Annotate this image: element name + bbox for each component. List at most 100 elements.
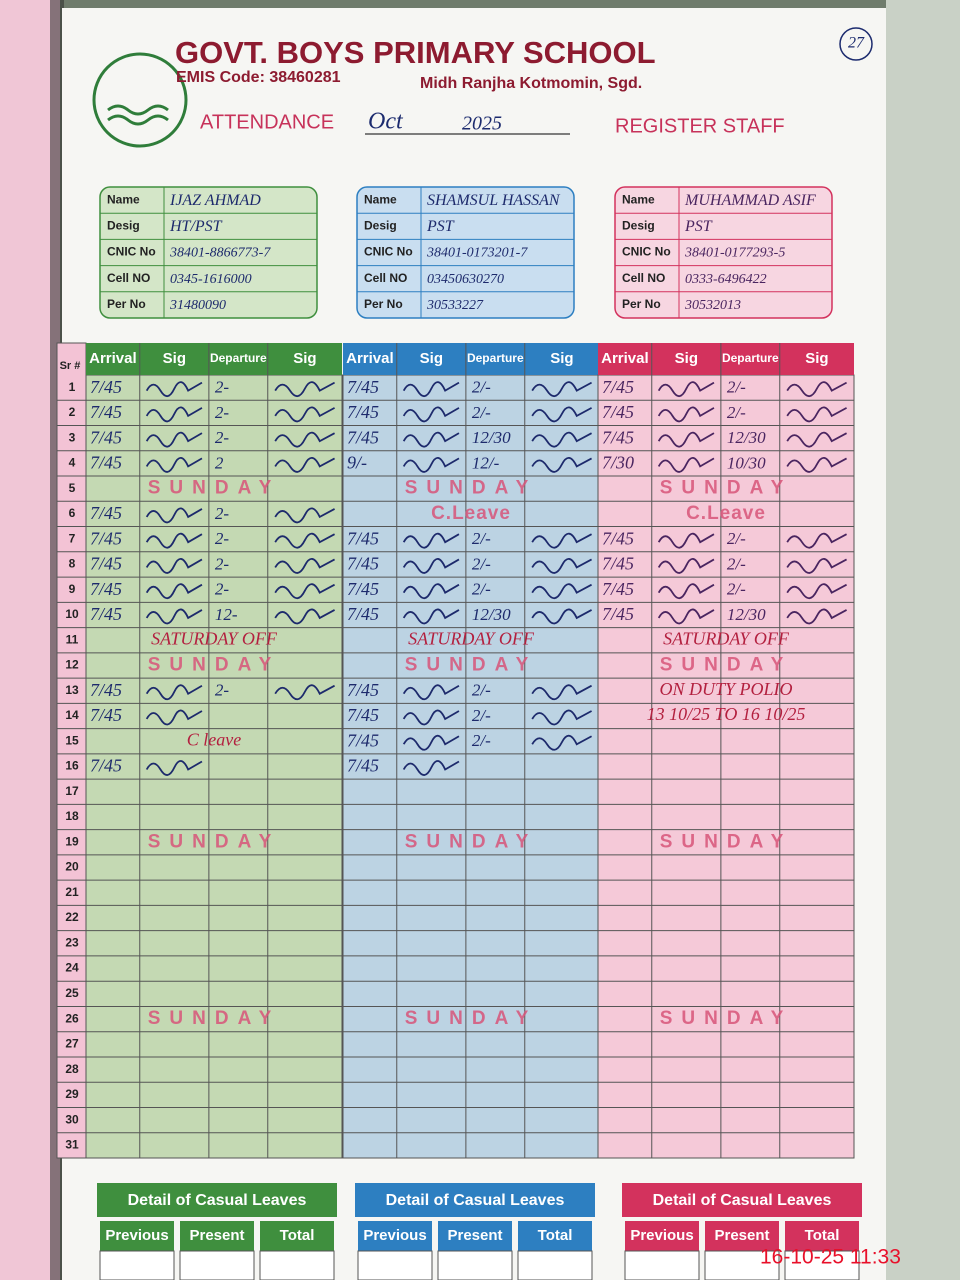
arrival-time: 7/45	[347, 705, 379, 725]
departure-time: 2/-	[472, 706, 491, 725]
casual-leave-cell	[358, 1221, 432, 1251]
casual-leave-title: Detail of Casual Leaves	[653, 1192, 832, 1209]
field-value: 30532013	[684, 298, 741, 313]
casual-leave-value-cell	[784, 1250, 860, 1280]
sr-column	[56, 342, 87, 1159]
field-label: CNIC No	[107, 245, 156, 259]
signature	[274, 381, 336, 398]
departure-time: 12/30	[727, 428, 766, 447]
serial-number: 4	[69, 456, 76, 470]
handwritten-note: 13 10/25 TO 16 10/25	[647, 704, 806, 724]
signature	[274, 558, 336, 574]
casual-leave-cell	[100, 1221, 174, 1251]
register-label: REGISTER STAFF	[615, 115, 785, 137]
serial-number: 29	[65, 1087, 79, 1101]
field-label: Name	[364, 192, 397, 206]
signature	[402, 760, 460, 776]
stamp: SUNDAY	[148, 1008, 281, 1029]
staff-card	[356, 186, 575, 319]
casual-leave-value-cell	[437, 1250, 513, 1280]
casual-leave-cell	[260, 1221, 334, 1251]
arrival-time: 7/45	[90, 756, 122, 776]
arrival-time: 7/45	[602, 402, 634, 422]
stamp: SUNDAY	[405, 831, 538, 852]
signature	[274, 507, 336, 524]
stamp: SUNDAY	[405, 478, 538, 499]
year: 2025	[462, 113, 502, 135]
serial-number: 6	[69, 506, 76, 520]
column-header: Departure	[722, 351, 779, 365]
signature	[145, 684, 203, 701]
field-value: PST	[684, 218, 713, 235]
serial-number: 30	[65, 1112, 79, 1126]
arrival-time: 7/45	[347, 528, 379, 548]
arrival-time: 7/45	[347, 377, 379, 397]
arrival-time: 7/45	[347, 579, 379, 599]
field-value: 0345-1616000	[170, 272, 252, 287]
signature	[274, 583, 336, 600]
field-label: CNIC No	[364, 245, 413, 259]
signature	[786, 532, 848, 549]
arrival-time: 7/30	[602, 453, 634, 473]
signature	[657, 532, 715, 549]
location: Midh Ranjha Kotmomin, Sgd.	[420, 75, 642, 92]
serial-number: 17	[65, 784, 79, 798]
serial-number: 12	[65, 658, 79, 672]
serial-number: 10	[65, 607, 79, 621]
signature	[531, 532, 593, 549]
signature	[145, 381, 203, 398]
signature	[402, 709, 460, 726]
field-label: Cell NO	[622, 271, 665, 285]
arrival-time: 7/45	[602, 427, 634, 447]
column-header: Sig	[550, 350, 573, 367]
field-label: CNIC No	[622, 245, 671, 259]
column-header: Arrival	[346, 350, 394, 367]
signature	[657, 457, 715, 473]
casual-leave-cell	[518, 1221, 592, 1251]
serial-number: 7	[69, 531, 76, 545]
departure-time: 12/30	[727, 605, 766, 624]
field-label: Cell NO	[364, 271, 407, 285]
departure-time: 2-	[215, 580, 230, 599]
signature	[274, 684, 336, 701]
departure-time: 12-	[215, 605, 238, 624]
arrival-time: 7/45	[347, 604, 379, 624]
column-header: Departure	[210, 351, 267, 365]
handwritten-note: SATURDAY OFF	[663, 628, 790, 648]
casual-leave-cell	[438, 1221, 512, 1251]
casual-leave-column: Present	[189, 1227, 244, 1244]
signature	[402, 608, 460, 625]
attendance-label: ATTENDANCE	[200, 111, 334, 133]
field-value: SHAMSUL HASSAN	[427, 192, 561, 209]
table-header	[598, 343, 854, 375]
arrival-time: 7/45	[90, 579, 122, 599]
signature	[657, 406, 715, 423]
serial-number: 3	[69, 430, 76, 444]
casual-leave-column: Previous	[363, 1227, 426, 1244]
serial-number: 25	[65, 986, 79, 1000]
signature	[145, 457, 203, 473]
stamp: SUNDAY	[660, 654, 793, 675]
departure-time: 2/-	[472, 580, 491, 599]
arrival-time: 7/45	[347, 680, 379, 700]
signature	[145, 431, 203, 448]
casual-leave-title-bar	[97, 1183, 337, 1217]
field-label: Name	[107, 192, 140, 206]
signature	[657, 558, 715, 574]
departure-time: 2-	[215, 504, 230, 523]
field-label: Per No	[364, 297, 403, 311]
serial-number: 19	[65, 834, 79, 848]
page-number: 27	[848, 35, 865, 52]
casual-leave-cell	[180, 1221, 254, 1251]
column-header: Arrival	[601, 350, 649, 367]
stamp: SUNDAY	[148, 654, 281, 675]
casual-leave-value-cell	[357, 1250, 433, 1280]
column-header: Sig	[805, 350, 828, 367]
casual-leave-column: Total	[538, 1227, 573, 1244]
logo	[92, 52, 188, 148]
casual-leave-column: Total	[805, 1227, 840, 1244]
column-header: Sig	[293, 350, 316, 367]
field-label: Cell NO	[107, 271, 150, 285]
arrival-time: 7/45	[90, 503, 122, 523]
